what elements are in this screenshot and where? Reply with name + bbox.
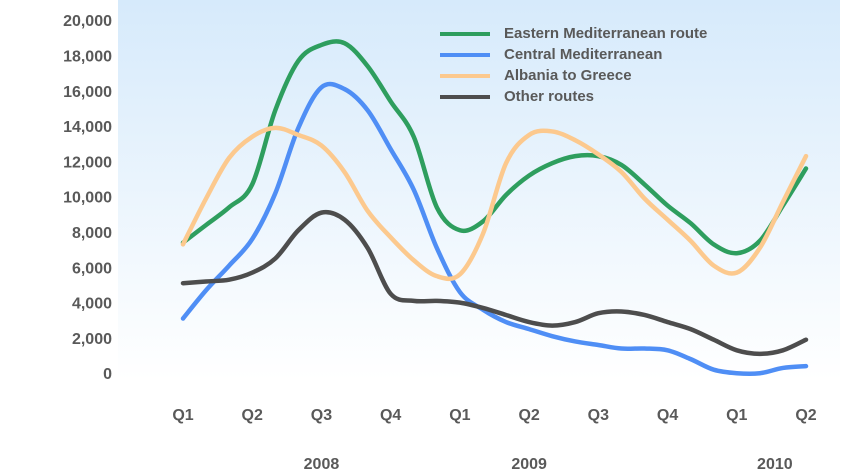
- x-tick-label: Q1: [726, 407, 747, 424]
- y-tick-label: 18,000: [63, 49, 112, 66]
- legend-label: Eastern Mediterranean route: [504, 25, 707, 42]
- series-line: [180, 209, 809, 357]
- y-tick-label: 10,000: [63, 190, 112, 207]
- legend-label: Other routes: [504, 88, 594, 105]
- y-tick-label: 20,000: [63, 13, 112, 30]
- x-tick-label: Q2: [795, 407, 816, 424]
- y-tick-label: 6,000: [72, 260, 112, 277]
- x-tick-label: Q1: [172, 407, 193, 424]
- legend-label: Central Mediterranean: [504, 46, 662, 63]
- x-tick-label: Q2: [518, 407, 539, 424]
- year-label: 2009: [511, 456, 547, 473]
- plot-background: [118, 0, 840, 380]
- x-tick-label: Q4: [380, 407, 401, 424]
- y-tick-label: 8,000: [72, 225, 112, 242]
- x-tick-label: Q3: [311, 407, 332, 424]
- y-tick-label: 0: [103, 366, 112, 383]
- y-tick-label: 12,000: [63, 154, 112, 171]
- year-label: 2010: [757, 456, 793, 473]
- x-tick-label: Q3: [588, 407, 609, 424]
- series-line: [180, 125, 809, 282]
- y-tick-label: 4,000: [72, 296, 112, 313]
- series-line: [180, 81, 809, 377]
- y-tick-label: 16,000: [63, 84, 112, 101]
- y-tick-label: 2,000: [72, 331, 112, 348]
- year-label: 2008: [304, 456, 340, 473]
- x-tick-label: Q2: [242, 407, 263, 424]
- y-tick-label: 14,000: [63, 119, 112, 136]
- x-tick-label: Q1: [449, 407, 470, 424]
- x-tick-label: Q4: [657, 407, 678, 424]
- legend-label: Albania to Greece: [504, 67, 632, 84]
